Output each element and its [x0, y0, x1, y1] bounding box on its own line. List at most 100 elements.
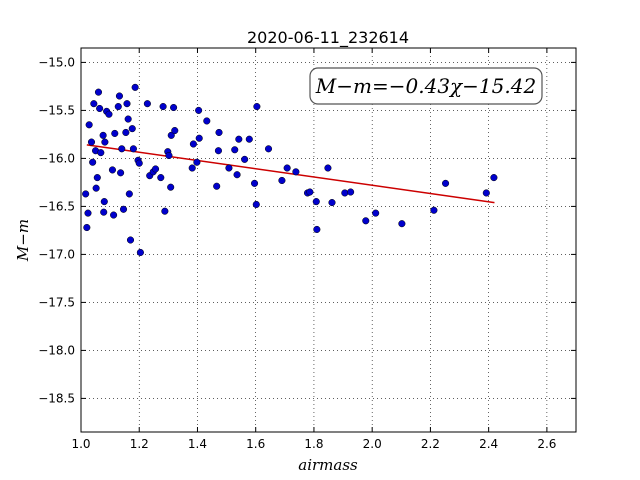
- data-point: [324, 164, 332, 172]
- data-point: [126, 236, 135, 244]
- data-point: [87, 138, 96, 146]
- data-point: [136, 248, 144, 257]
- data-point: [188, 164, 196, 172]
- y-tick-label: −18.5: [38, 391, 75, 405]
- data-point: [135, 159, 143, 167]
- data-point: [490, 174, 498, 182]
- y-tick-labels: −15.0 −15.5 −16.0 −16.5 −17.0 −17.5 −18.0 −18.5: [38, 55, 75, 405]
- data-point: [82, 190, 90, 198]
- data-point: [96, 104, 104, 113]
- data-point: [430, 206, 438, 214]
- y-tick-label: −15.5: [38, 103, 75, 117]
- data-point: [83, 223, 91, 232]
- data-point: [100, 198, 108, 206]
- data-point: [161, 207, 169, 215]
- x-tick-label: 1.6: [246, 437, 265, 451]
- data-point: [203, 117, 211, 125]
- x-tick-label: 1.0: [71, 437, 90, 451]
- data-point: [215, 128, 223, 137]
- data-point: [97, 149, 105, 157]
- data-point: [122, 128, 130, 137]
- data-point: [90, 100, 98, 108]
- axis-ticks: [80, 48, 576, 432]
- data-point: [214, 147, 222, 155]
- data-point: [117, 169, 125, 177]
- data-point: [170, 103, 178, 112]
- data-point: [312, 198, 320, 206]
- data-point: [99, 131, 107, 139]
- data-point: [193, 158, 201, 166]
- data-point: [125, 190, 133, 198]
- data-point: [159, 103, 167, 111]
- data-point: [189, 140, 197, 148]
- data-point: [250, 179, 259, 187]
- data-point: [167, 131, 175, 139]
- x-tick-label: 1.4: [188, 437, 207, 451]
- x-tick-label: 2.0: [363, 437, 382, 451]
- data-point: [225, 164, 233, 172]
- data-point: [264, 145, 273, 153]
- data-point: [482, 189, 490, 197]
- data-point: [292, 168, 300, 176]
- chart-title: 2020-06-11_232614: [247, 28, 409, 48]
- data-point: [118, 145, 126, 153]
- data-point: [101, 138, 109, 146]
- fit-line-group: [86, 144, 495, 204]
- y-tick-label: −15.0: [38, 55, 75, 69]
- x-tick-label: 2.2: [421, 437, 440, 451]
- data-point: [157, 174, 165, 182]
- data-point: [235, 135, 243, 143]
- data-point: [84, 209, 92, 217]
- data-point: [108, 166, 116, 174]
- data-point: [165, 151, 173, 160]
- data-point: [128, 125, 136, 133]
- data-point: [233, 171, 241, 179]
- x-tick-label: 2.6: [537, 437, 556, 451]
- data-point: [111, 129, 119, 137]
- data-point: [283, 164, 291, 172]
- fit-equation: M−m=−0.43χ−15.42: [315, 74, 536, 98]
- annotation-frame: [309, 67, 543, 105]
- x-tick-labels: 1.0 1.2 1.4 1.6 1.8 2.0 2.2 2.4 2.6: [71, 437, 556, 451]
- data-point: [213, 182, 221, 190]
- data-point: [85, 121, 93, 129]
- fit-annotation-box: M−m=−0.43χ−15.42: [309, 67, 543, 105]
- data-point: [328, 199, 336, 207]
- data-point: [241, 155, 249, 163]
- fit-line: [86, 144, 495, 204]
- data-point: [313, 225, 321, 233]
- data-point: [93, 174, 101, 182]
- data-point: [347, 188, 355, 196]
- x-tick-label: 1.8: [304, 437, 323, 451]
- data-point: [195, 106, 203, 114]
- data-point: [129, 145, 137, 153]
- data-point: [105, 110, 113, 118]
- data-point: [92, 184, 100, 192]
- data-point: [195, 134, 203, 142]
- data-point: [119, 205, 128, 213]
- y-tick-label: −17.0: [38, 247, 75, 261]
- data-points: [82, 83, 498, 257]
- data-point: [89, 158, 97, 166]
- x-tick-label: 2.4: [479, 437, 498, 451]
- data-point: [231, 146, 239, 154]
- data-point: [131, 83, 139, 91]
- data-point: [100, 208, 108, 216]
- y-tick-label: −17.5: [38, 295, 75, 309]
- data-point: [143, 100, 151, 108]
- data-point: [245, 135, 253, 143]
- data-point: [123, 100, 131, 108]
- data-point: [115, 92, 123, 100]
- x-tick-label: 1.2: [130, 437, 149, 451]
- data-point: [114, 103, 122, 111]
- data-point: [278, 176, 286, 185]
- y-tick-label: −16.0: [38, 151, 75, 165]
- data-point: [124, 115, 132, 123]
- data-point: [110, 211, 118, 219]
- y-tick-label: −16.5: [38, 199, 75, 213]
- data-point: [341, 189, 349, 197]
- data-point: [442, 179, 450, 187]
- data-point: [151, 165, 160, 173]
- data-point: [398, 220, 406, 228]
